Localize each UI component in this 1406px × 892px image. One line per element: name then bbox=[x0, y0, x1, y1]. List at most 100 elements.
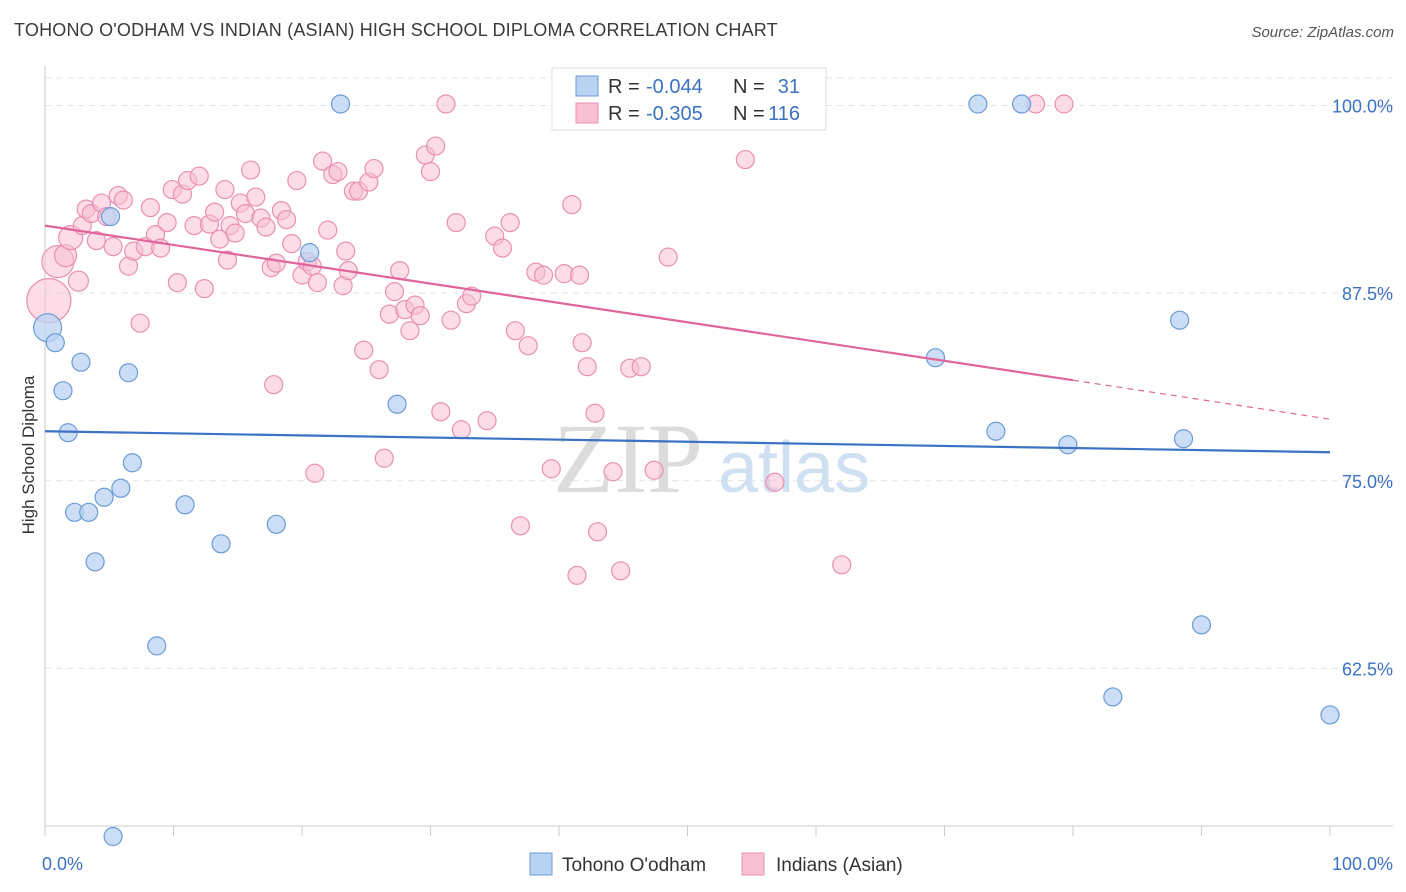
tohono-oodham-point-23 bbox=[968, 94, 988, 114]
indians-asian-point-38 bbox=[246, 187, 266, 207]
tohono-oodham-point-9 bbox=[100, 206, 121, 227]
indians-asian-point-54 bbox=[328, 161, 348, 182]
legend: R = -0.044 N = 31 R = -0.305 N = 116 bbox=[551, 67, 827, 131]
indians-asian-point-95 bbox=[572, 333, 592, 353]
indians-asian-point-83 bbox=[492, 238, 513, 258]
indians-asian-point-51 bbox=[312, 151, 333, 171]
indians-asian-point-94 bbox=[569, 265, 590, 285]
indians-asian-point-75 bbox=[436, 94, 456, 114]
y-tick-label-1: 75.0% bbox=[1342, 472, 1393, 492]
indians-asian-point-78 bbox=[451, 420, 471, 440]
indians-asian-point-112 bbox=[765, 472, 785, 492]
indians-asian-point-21 bbox=[157, 213, 177, 233]
tohono-oodham-point-24 bbox=[1011, 94, 1032, 114]
bottom-legend: Tohono O'odham Indians (Asian) bbox=[529, 852, 903, 876]
indians-asian-point-11 bbox=[103, 237, 123, 257]
trend-lines bbox=[44, 224, 1331, 454]
tohono-oodham-point-8 bbox=[94, 487, 114, 507]
tohono-oodham-point-16 bbox=[211, 534, 231, 554]
legend-n-value-2: 116 bbox=[768, 103, 800, 125]
tohono-oodham-point-15 bbox=[175, 495, 195, 515]
indians-asian-point-50 bbox=[307, 273, 328, 293]
indians-asian-point-30 bbox=[205, 202, 225, 222]
indians-asian-point-27 bbox=[189, 166, 209, 186]
indians-asian-point-44 bbox=[276, 209, 297, 230]
legend-swatch-blue bbox=[575, 75, 599, 97]
indians-asian-point-87 bbox=[518, 336, 538, 356]
indians-asian-point-105 bbox=[217, 250, 238, 270]
indians-asian-point-98 bbox=[587, 522, 608, 542]
legend-r-label-2: R = bbox=[608, 103, 640, 125]
indians-asian-point-42 bbox=[266, 253, 286, 273]
indians-asian-point-74 bbox=[431, 402, 451, 422]
indians-asian-point-84 bbox=[500, 213, 520, 233]
source-label: Source: ZipAtlas.com bbox=[1251, 24, 1394, 41]
indians-asian-point-77 bbox=[446, 213, 466, 233]
indians-asian-point-72 bbox=[420, 161, 441, 182]
tohono-oodham-point-28 bbox=[1170, 310, 1190, 330]
indians-asian-point-92 bbox=[562, 194, 582, 215]
bottom-legend-label-1: Tohono O'odham bbox=[562, 855, 706, 876]
y-axis-label: High School Diploma bbox=[19, 375, 38, 534]
legend-r-label-1: R = bbox=[608, 76, 640, 98]
chart-title: TOHONO O'ODHAM VS INDIAN (ASIAN) HIGH SC… bbox=[14, 20, 778, 40]
indians-asian-point-96 bbox=[577, 357, 597, 377]
indians-asian-point-4 bbox=[67, 270, 90, 292]
indians-asian-point-90 bbox=[541, 459, 561, 479]
legend-n-label-2: N = bbox=[733, 103, 765, 125]
indians-asian-point-70 bbox=[410, 306, 430, 326]
bottom-legend-swatch-pink bbox=[741, 852, 765, 876]
series-tohono-oodham-points bbox=[32, 94, 1340, 847]
tohono-oodham-point-2 bbox=[53, 381, 73, 401]
x-tick-label-1: 100.0% bbox=[1332, 854, 1393, 874]
axes bbox=[44, 66, 1393, 836]
indians-asian-point-113 bbox=[832, 555, 852, 575]
indians-asian-point-106 bbox=[264, 375, 284, 395]
y-tick-label-0: 62.5% bbox=[1342, 659, 1393, 679]
bottom-legend-label-2: Indians (Asian) bbox=[776, 855, 903, 876]
indians-asian-point-63 bbox=[374, 448, 394, 468]
tohono-oodham-point-25 bbox=[986, 421, 1006, 441]
tohono-oodham-point-10 bbox=[103, 826, 123, 847]
tohono-oodham-point-14 bbox=[147, 636, 167, 656]
indians-asian-point-32 bbox=[215, 179, 235, 200]
indians-asian-point-23 bbox=[167, 273, 187, 293]
indians-asian-point-34 bbox=[225, 223, 245, 243]
indians-asian-point-52 bbox=[318, 220, 338, 240]
indians-asian-trend-extension bbox=[1072, 379, 1331, 420]
tick-labels: 62.5% 75.0% 87.5% 100.0% 0.0% 100.0% bbox=[42, 97, 1393, 874]
indians-asian-point-86 bbox=[510, 516, 531, 536]
legend-n-label-1: N = bbox=[733, 76, 765, 98]
tohono-oodham-point-29 bbox=[1173, 429, 1194, 449]
indians-asian-point-62 bbox=[369, 360, 389, 380]
indians-asian-point-111 bbox=[735, 149, 755, 170]
indians-asian-trend-line bbox=[44, 224, 1074, 382]
indians-asian-point-13 bbox=[113, 190, 133, 210]
legend-r-value-2: -0.305 bbox=[646, 103, 703, 125]
legend-swatch-pink bbox=[575, 102, 599, 124]
indians-asian-point-80 bbox=[462, 286, 482, 306]
indians-asian-point-59 bbox=[354, 340, 374, 360]
series-indians-asian-points bbox=[26, 92, 1074, 585]
tohono-oodham-point-12 bbox=[118, 363, 139, 383]
indians-asian-point-61 bbox=[364, 158, 384, 179]
indians-asian-point-45 bbox=[282, 234, 302, 254]
legend-n-value-1: 31 bbox=[778, 76, 800, 98]
indians-asian-point-76 bbox=[441, 310, 461, 330]
indians-asian-point-81 bbox=[477, 411, 497, 431]
indians-asian-point-89 bbox=[533, 265, 554, 285]
tohono-oodham-point-17 bbox=[266, 514, 286, 534]
tohono-oodham-point-26 bbox=[1058, 435, 1078, 455]
indians-asian-point-18 bbox=[140, 197, 160, 218]
tohono-oodham-point-7 bbox=[85, 552, 105, 572]
tohono-oodham-trend-line bbox=[44, 430, 1331, 454]
indians-asian-point-103 bbox=[644, 460, 664, 480]
tohono-oodham-point-5 bbox=[71, 352, 91, 372]
watermark-atlas: atlas bbox=[718, 428, 870, 508]
bottom-legend-swatch-blue bbox=[529, 852, 553, 876]
y-tick-label-2: 87.5% bbox=[1342, 284, 1393, 304]
indians-asian-point-65 bbox=[384, 282, 405, 302]
legend-r-value-1: -0.044 bbox=[646, 76, 703, 98]
indians-asian-point-107 bbox=[305, 463, 325, 483]
